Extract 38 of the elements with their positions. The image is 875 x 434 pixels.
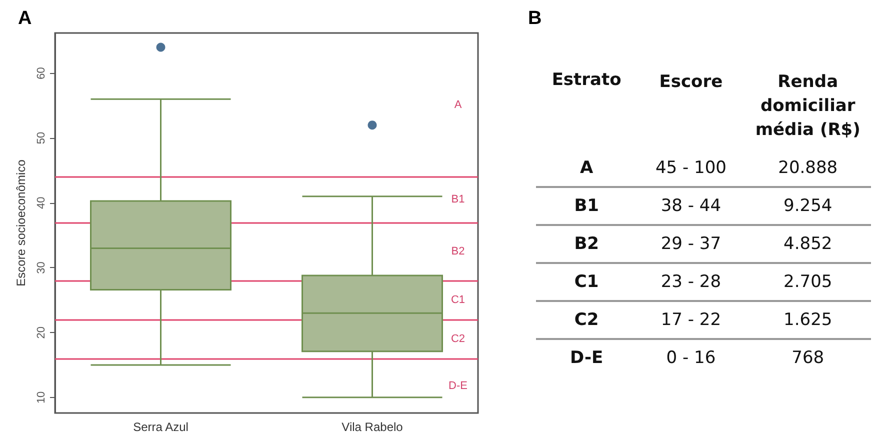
text: 17 - 22: [660, 310, 722, 330]
annotation: C1: [450, 294, 466, 306]
y-tick-label: 60: [36, 67, 48, 80]
annotation: D-E: [448, 380, 468, 392]
text: 38 - 44: [660, 196, 722, 216]
category-label: A: [580, 158, 594, 178]
category-label: Renda domiciliar média (R$): [754, 71, 862, 142]
y-tick-label: 10: [36, 391, 48, 404]
y-tick-label: 30: [36, 262, 48, 274]
y-tick-label: 50: [36, 132, 48, 144]
y-tick-label: 40: [36, 196, 48, 210]
text: 20.888: [778, 158, 838, 178]
category-label: D-E: [570, 348, 604, 368]
annotation: B1: [451, 194, 465, 206]
x-tick-label: Vila Rabelo: [342, 420, 404, 434]
y-tick-label: 20: [36, 326, 48, 339]
text: 45 - 100: [655, 158, 726, 178]
text: 9.254: [784, 196, 832, 216]
text: 1.625: [784, 310, 832, 330]
category-label: Escore: [658, 71, 724, 94]
text: 23 - 28: [660, 272, 722, 292]
category-label: B1: [574, 196, 599, 216]
annotation: C2: [450, 333, 466, 346]
text: 4.852: [784, 234, 832, 254]
category-label: C1: [574, 272, 599, 292]
text: 0 - 16: [666, 348, 716, 368]
x-tick-label: Serra Azul: [133, 420, 188, 434]
text: Estrato: [550, 69, 622, 92]
category-label: B2: [574, 234, 599, 254]
text: 768: [792, 348, 824, 368]
annotation: A: [454, 98, 462, 111]
chart-title: A: [18, 8, 32, 30]
category-label: C2: [574, 310, 599, 330]
y-axis-title: Escore socioeconômico: [14, 159, 28, 286]
text: 2.705: [784, 272, 832, 292]
text: 29 - 37: [660, 234, 722, 254]
text: B: [528, 8, 542, 30]
annotation: B2: [451, 246, 465, 258]
